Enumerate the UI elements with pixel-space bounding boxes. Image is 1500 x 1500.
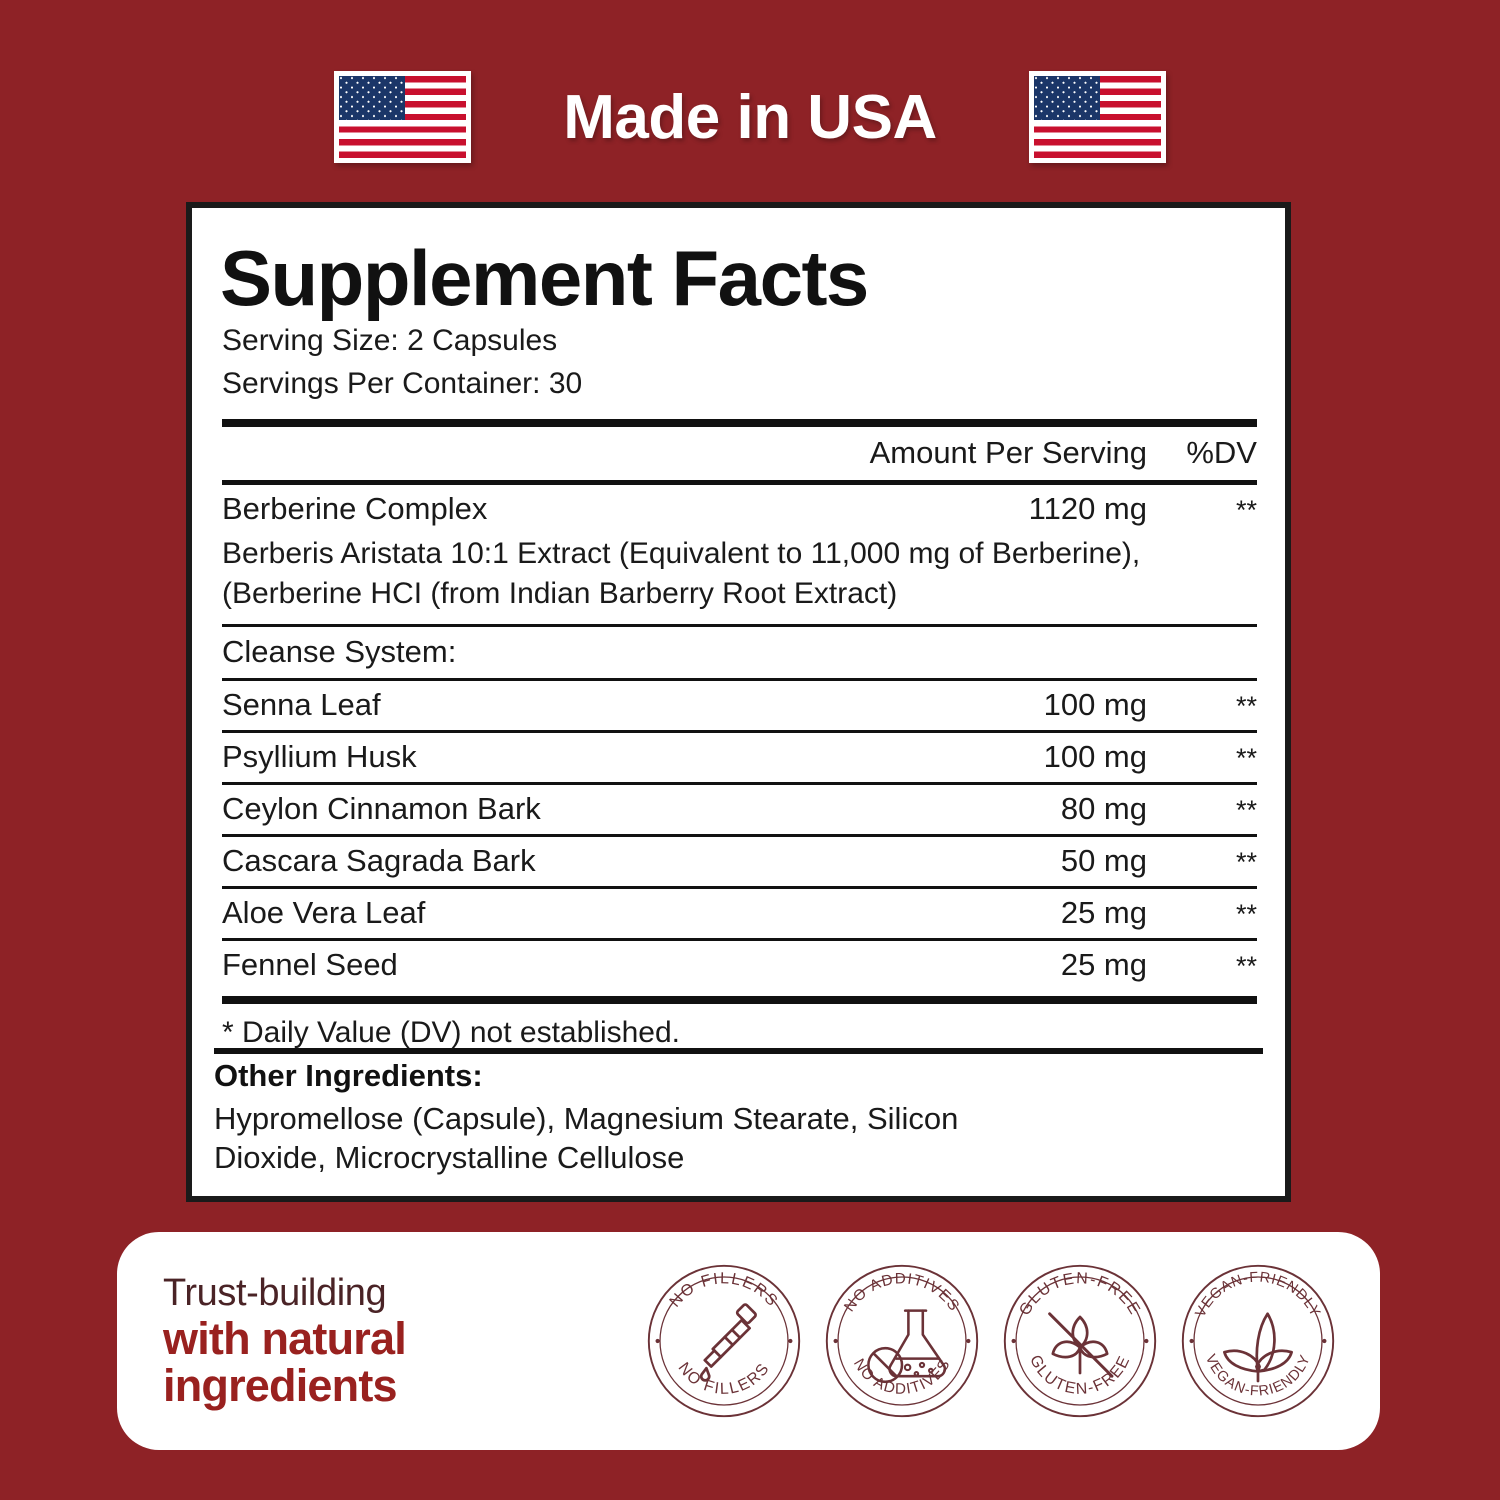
ingredient-amount: 80 mg	[1060, 790, 1147, 826]
column-header-amount: Amount Per Serving	[869, 435, 1147, 471]
page-title: Supplement Facts	[220, 234, 869, 322]
ingredient-dv: **	[1235, 898, 1257, 929]
ingredient-dv: **	[1235, 950, 1257, 981]
ingredient-amount: 50 mg	[1060, 842, 1147, 878]
table-row-berberine-complex: Berberine Complex 1120 mg **	[220, 485, 1257, 534]
badge-top-text: VEGAN-FRIENDLY	[1193, 1270, 1323, 1320]
ingredient-name: Ceylon Cinnamon Bark	[222, 790, 541, 826]
ingredient-amount: 100 mg	[1043, 686, 1147, 722]
column-header-dv: %DV	[1186, 435, 1257, 471]
ingredient-name: Aloe Vera Leaf	[222, 894, 426, 930]
divider-below-table	[222, 995, 1257, 1004]
badge-gluten-free: GLUTEN-FREE GLUTEN-FREE	[1000, 1261, 1160, 1421]
svg-text:NO FILLERS: NO FILLERS	[675, 1360, 774, 1398]
serving-size: Serving Size: 2 Capsules	[222, 324, 558, 358]
leaves-icon	[1223, 1312, 1293, 1383]
row-divider	[222, 937, 1257, 941]
svg-text:GLUTEN-FREE: GLUTEN-FREE	[1016, 1270, 1143, 1318]
badge-bottom-text: NO FILLERS	[675, 1360, 772, 1398]
supplement-facts-panel: Supplement Facts Serving Size: 2 Capsule…	[186, 202, 1291, 1202]
svg-text:VEGAN-FRIENDLY: VEGAN-FRIENDLY	[1193, 1270, 1324, 1320]
badge-top-text: GLUTEN-FREE	[1016, 1270, 1142, 1318]
badge-top-text: NO ADDITIVES	[841, 1270, 962, 1315]
other-ingredients-line-1: Hypromellose (Capsule), Magnesium Steara…	[214, 1100, 959, 1136]
trust-tagline-line-3: ingredients	[163, 1360, 398, 1412]
usa-flag-icon-right	[1028, 71, 1166, 163]
table-row: Ceylon Cinnamon Bark 80 mg **	[220, 785, 1257, 834]
table-header-row: Amount Per Serving %DV	[220, 427, 1257, 480]
ingredient-name: Fennel Seed	[222, 946, 398, 982]
flask-no-icon	[867, 1309, 947, 1384]
servings-per-container: Servings Per Container: 30	[222, 366, 583, 400]
dropper-icon	[699, 1303, 757, 1382]
divider-below-cleanse	[222, 677, 1257, 681]
table-row: Fennel Seed 25 mg **	[220, 941, 1257, 990]
berberine-description-line-1: Berberis Aristata 10:1 Extract (Equivale…	[222, 537, 1141, 571]
trust-tagline: Trust-building with natural ingredients	[163, 1272, 563, 1410]
wheat-crossed-icon	[1048, 1312, 1114, 1378]
ingredient-dv: **	[1235, 690, 1257, 721]
row-divider	[222, 833, 1257, 837]
berberine-description-line-2: (Berberine HCI (from Indian Barberry Roo…	[222, 577, 898, 611]
trust-badges-bar: Trust-building with natural ingredients …	[117, 1232, 1380, 1450]
row-divider	[222, 885, 1257, 889]
badge-list: NO FILLERS NO FILLERS	[563, 1261, 1346, 1421]
ingredient-dv: **	[1235, 495, 1257, 526]
ingredient-dv: **	[1235, 742, 1257, 773]
ingredient-name: Psyllium Husk	[222, 738, 417, 774]
divider-other-ingredients	[214, 1048, 1263, 1054]
other-ingredients-block: Other Ingredients: Hypromellose (Capsule…	[214, 1058, 1269, 1178]
daily-value-note: * Daily Value (DV) not established.	[222, 1015, 680, 1049]
trust-tagline-line-1: Trust-building	[163, 1272, 387, 1315]
badge-no-fillers: NO FILLERS NO FILLERS	[644, 1261, 804, 1421]
row-divider	[222, 781, 1257, 785]
trust-tagline-line-2: with natural	[163, 1312, 407, 1364]
group-label-cleanse-system: Cleanse System:	[222, 633, 457, 669]
made-in-usa-banner: Made in USA	[0, 62, 1500, 172]
usa-flag-icon-left	[334, 71, 472, 163]
svg-text:NO ADDITIVES: NO ADDITIVES	[841, 1270, 963, 1315]
ingredient-dv: **	[1235, 846, 1257, 877]
divider-above-cleanse	[222, 623, 1257, 627]
ingredient-amount: 100 mg	[1043, 738, 1147, 774]
row-divider	[222, 729, 1257, 733]
ingredient-amount: 25 mg	[1060, 894, 1147, 930]
ingredient-amount: 25 mg	[1060, 946, 1147, 982]
ingredient-name: Cascara Sagrada Bark	[222, 842, 536, 878]
badge-vegan-friendly: VEGAN-FRIENDLY VEGAN-FRIENDLY	[1178, 1261, 1338, 1421]
table-row: Senna Leaf 100 mg **	[220, 681, 1257, 730]
ingredient-name: Senna Leaf	[222, 686, 381, 722]
other-ingredients-line-2: Dioxide, Microcrystalline Cellulose	[214, 1140, 685, 1176]
other-ingredients-title: Other Ingredients:	[214, 1057, 483, 1093]
divider-below-header	[222, 480, 1257, 486]
ingredient-name: Berberine Complex	[222, 491, 488, 527]
table-row: Cascara Sagrada Bark 50 mg **	[220, 837, 1257, 886]
ingredient-amount: 1120 mg	[1028, 491, 1147, 527]
divider-top-thick	[222, 419, 1257, 428]
badge-no-additives: NO ADDITIVES NO ADDITIVES	[822, 1261, 982, 1421]
table-row: Aloe Vera Leaf 25 mg **	[220, 889, 1257, 938]
made-in-usa-text: Made in USA	[563, 82, 937, 152]
ingredient-dv: **	[1235, 794, 1257, 825]
table-row: Psyllium Husk 100 mg **	[220, 733, 1257, 782]
